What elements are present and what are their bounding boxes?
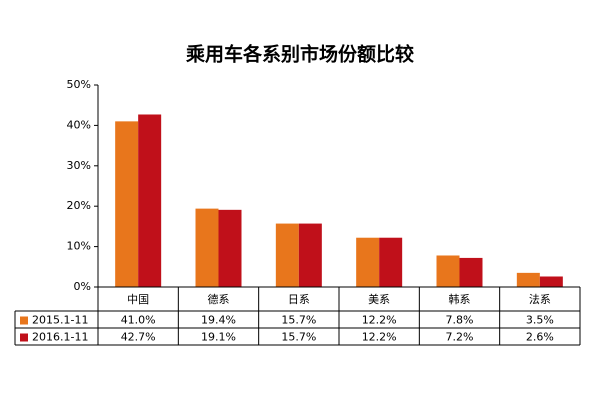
table-value: 19.1% xyxy=(201,331,236,344)
table-value: 2.6% xyxy=(526,331,554,344)
legend-swatch xyxy=(20,316,28,325)
bar xyxy=(275,223,299,287)
table-value: 15.7% xyxy=(281,331,316,344)
table-value: 7.8% xyxy=(446,314,474,327)
bar xyxy=(115,121,139,287)
bar xyxy=(356,237,380,287)
table-value: 42.7% xyxy=(121,331,156,344)
table-value: 3.5% xyxy=(526,314,554,327)
table-value: 12.2% xyxy=(362,314,397,327)
bar xyxy=(138,114,162,287)
chart-title: 乘用车各系别市场份额比较 xyxy=(185,43,414,66)
x-tick-label: 日系 xyxy=(288,293,310,306)
table-value: 19.4% xyxy=(201,314,236,327)
y-tick-label: 0% xyxy=(74,280,91,293)
x-tick-label: 德系 xyxy=(208,292,230,306)
y-tick-label: 20% xyxy=(67,199,91,212)
table-value: 15.7% xyxy=(281,314,316,327)
y-tick-label: 30% xyxy=(67,159,91,172)
bar xyxy=(436,255,460,287)
y-tick-label: 50% xyxy=(67,78,91,91)
bar xyxy=(298,223,322,287)
table-value: 41.0% xyxy=(121,314,156,327)
bar xyxy=(539,276,563,287)
table-value: 7.2% xyxy=(446,331,474,344)
table-value: 12.2% xyxy=(362,331,397,344)
bar xyxy=(218,209,242,287)
bar xyxy=(379,237,403,287)
bar xyxy=(516,272,540,287)
x-tick-label: 美系 xyxy=(368,293,390,306)
legend-label: 2015.1-11 xyxy=(32,314,88,327)
bar xyxy=(195,208,219,287)
x-tick-label: 中国 xyxy=(127,293,149,306)
x-tick-label: 法系 xyxy=(529,292,551,306)
legend-label: 2016.1-11 xyxy=(32,331,88,344)
y-tick-label: 10% xyxy=(67,240,91,253)
x-tick-label: 韩系 xyxy=(449,292,471,306)
legend-swatch xyxy=(20,333,28,342)
bar xyxy=(459,257,483,287)
y-tick-label: 40% xyxy=(67,118,91,131)
